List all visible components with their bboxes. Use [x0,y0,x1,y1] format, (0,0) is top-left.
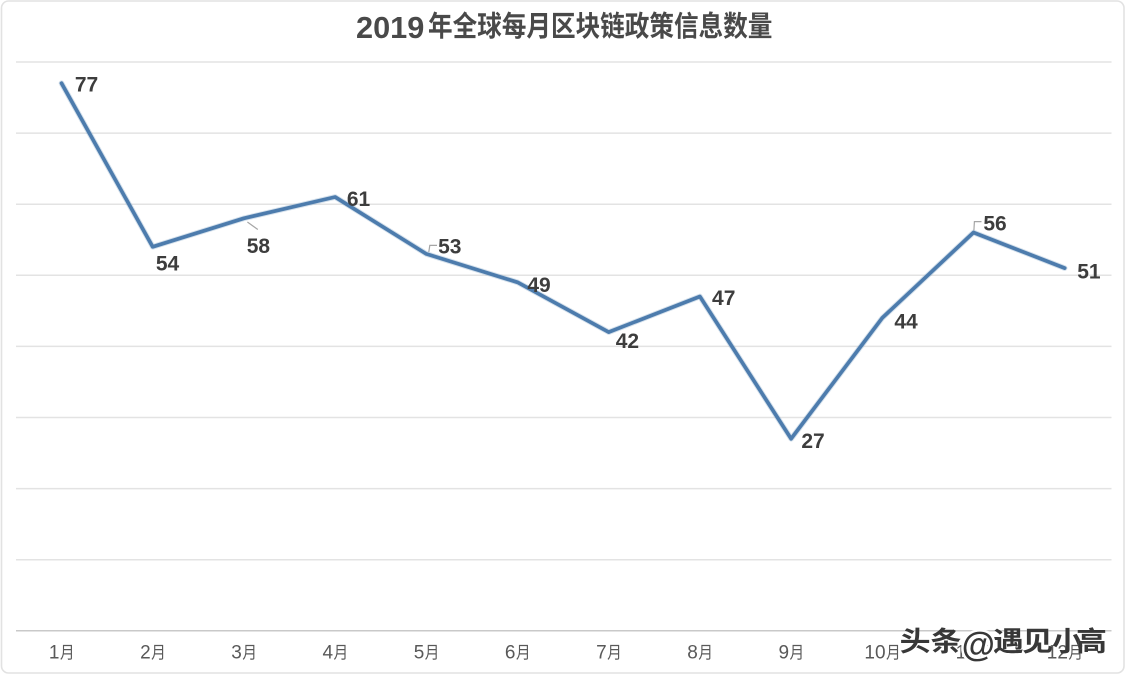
svg-text:4: 4 [323,643,334,664]
svg-text:7: 7 [596,643,607,664]
svg-text:51: 51 [1077,261,1101,284]
svg-text:2: 2 [140,643,151,664]
svg-text:2019: 2019 [356,10,424,45]
svg-text:9: 9 [779,643,790,664]
svg-text:58: 58 [247,235,271,258]
svg-text:11: 11 [956,643,976,664]
svg-text:10: 10 [864,643,885,664]
svg-text:54: 54 [156,253,180,276]
svg-text:61: 61 [347,188,371,211]
svg-text:27: 27 [801,430,824,453]
svg-text:@: @ [962,626,995,664]
svg-text:8: 8 [687,643,698,664]
svg-text:5: 5 [414,643,425,664]
svg-text:6: 6 [505,643,516,664]
svg-text:53: 53 [438,236,461,259]
svg-text:56: 56 [983,213,1006,236]
svg-text:1: 1 [49,643,60,664]
svg-text:47: 47 [712,287,735,310]
svg-text:44: 44 [894,311,918,334]
svg-text:12: 12 [1047,643,1068,664]
svg-text:77: 77 [75,74,98,97]
svg-text:42: 42 [616,330,639,353]
svg-text:49: 49 [527,274,550,297]
svg-text:3: 3 [231,643,242,664]
